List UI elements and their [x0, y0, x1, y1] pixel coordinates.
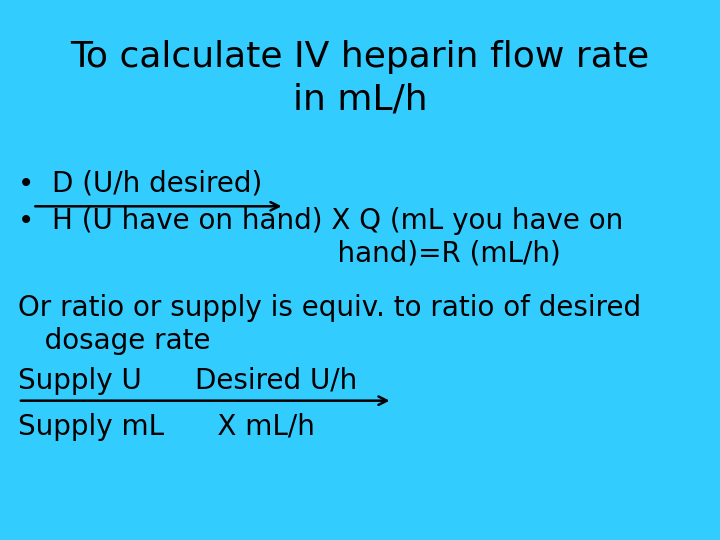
Text: •  H (U have on hand) X Q (mL you have on: • H (U have on hand) X Q (mL you have on: [18, 207, 624, 235]
Text: Supply U      Desired U/h: Supply U Desired U/h: [18, 367, 357, 395]
Text: hand)=R (mL/h): hand)=R (mL/h): [18, 240, 561, 268]
Text: dosage rate: dosage rate: [18, 327, 210, 355]
Text: Or ratio or supply is equiv. to ratio of desired: Or ratio or supply is equiv. to ratio of…: [18, 294, 641, 322]
Text: in mL/h: in mL/h: [293, 83, 427, 117]
Text: Supply mL      X mL/h: Supply mL X mL/h: [18, 413, 315, 441]
Text: To calculate IV heparin flow rate: To calculate IV heparin flow rate: [71, 40, 649, 73]
Text: •  D (U/h desired): • D (U/h desired): [18, 170, 262, 198]
